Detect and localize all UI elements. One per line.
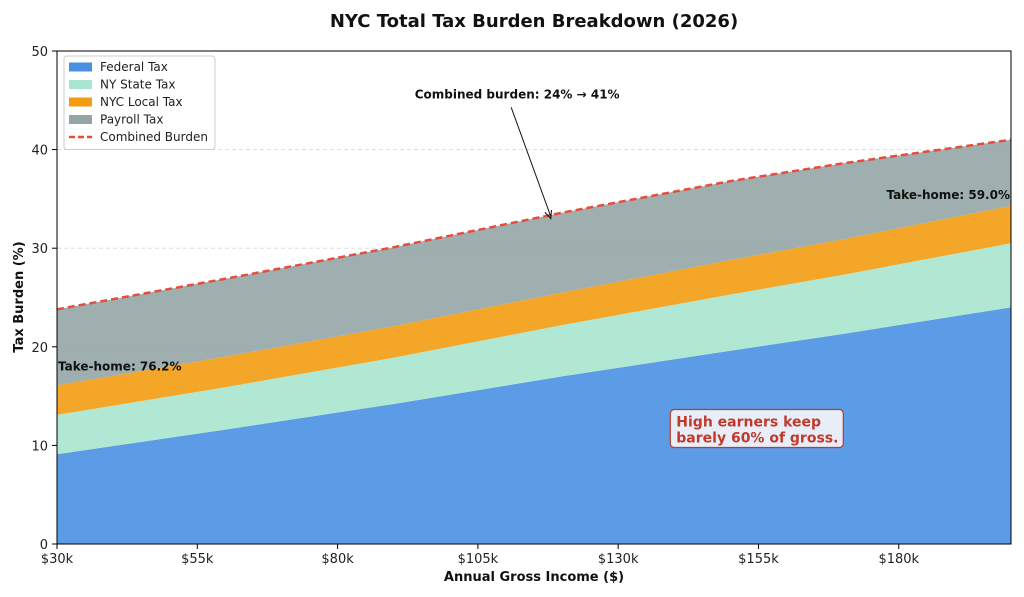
legend-swatch-ny-state-tax — [69, 80, 92, 89]
x-tick-label: $55k — [181, 552, 214, 567]
area-payroll-tax — [57, 139, 1011, 386]
stacked-areas — [57, 139, 1011, 544]
combined-burden-line — [56, 138, 1012, 311]
legend-label-payroll-tax: Payroll Tax — [100, 113, 163, 127]
callout-line: barely 60% of gross. — [676, 431, 838, 447]
callout-box — [669, 408, 844, 449]
area-ny-state-tax — [57, 243, 1011, 455]
y-tick-label: 10 — [31, 439, 48, 454]
legend-swatch-payroll-tax — [69, 115, 92, 124]
chart-title: NYC Total Tax Burden Breakdown (2026) — [330, 11, 738, 32]
y-tick-label: 0 — [40, 538, 48, 553]
y-tick-label: 30 — [31, 242, 48, 257]
y-tick-label: 50 — [31, 45, 48, 60]
legend-label-nyc-local-tax: NYC Local Tax — [100, 95, 183, 109]
x-tick-label: $30k — [41, 552, 74, 567]
plot-frame — [56, 50, 1012, 545]
x-tick-label: $80k — [321, 552, 354, 567]
y-tick-label: 40 — [31, 144, 48, 159]
take-home-high-annotation: Take-home: 59.0% — [886, 188, 1010, 202]
annotation-arrow-line — [510, 107, 552, 217]
callout-line: High earners keep — [676, 415, 821, 431]
x-tick-label: $130k — [598, 552, 639, 567]
x-tick-label: $180k — [878, 552, 919, 567]
area-nyc-local-tax — [57, 205, 1011, 415]
area-federal-tax — [57, 307, 1011, 544]
x-axis-label: Annual Gross Income ($) — [444, 570, 624, 585]
y-axis-ticks: 0 10 20 30 40 50 — [31, 45, 57, 553]
annotations: Combined burden: 24% → 41% Take-home: 76.… — [58, 87, 1010, 449]
y-axis-label: Tax Burden (%) — [12, 241, 27, 352]
y-tick-label: 20 — [31, 341, 48, 356]
legend: Federal Tax NY State Tax NYC Local Tax Payr… — [63, 55, 216, 150]
legend-label-ny-state-tax: NY State Tax — [100, 78, 176, 92]
combined-burden-annotation: Combined burden: 24% → 41% — [415, 87, 620, 101]
x-tick-label: $155k — [738, 552, 779, 567]
legend-swatch-nyc-local-tax — [69, 97, 92, 107]
legend-swatch-federal-tax — [69, 62, 92, 72]
legend-box — [63, 55, 216, 150]
legend-label-combined-burden: Combined Burden — [100, 130, 208, 144]
x-tick-label: $105k — [458, 552, 499, 567]
x-axis-ticks: $30k $55k $80k $105k $130k $155k $180k — [41, 544, 920, 567]
take-home-low-annotation: Take-home: 76.2% — [58, 360, 182, 374]
annotation-arrow-head — [544, 209, 552, 220]
legend-label-federal-tax: Federal Tax — [100, 60, 168, 74]
combined-burden-line-path — [56, 138, 1012, 311]
